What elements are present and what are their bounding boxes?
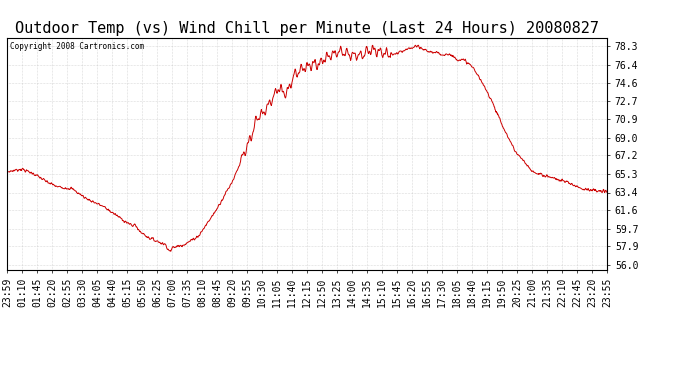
Title: Outdoor Temp (vs) Wind Chill per Minute (Last 24 Hours) 20080827: Outdoor Temp (vs) Wind Chill per Minute … (15, 21, 599, 36)
Text: Copyright 2008 Cartronics.com: Copyright 2008 Cartronics.com (10, 42, 144, 51)
